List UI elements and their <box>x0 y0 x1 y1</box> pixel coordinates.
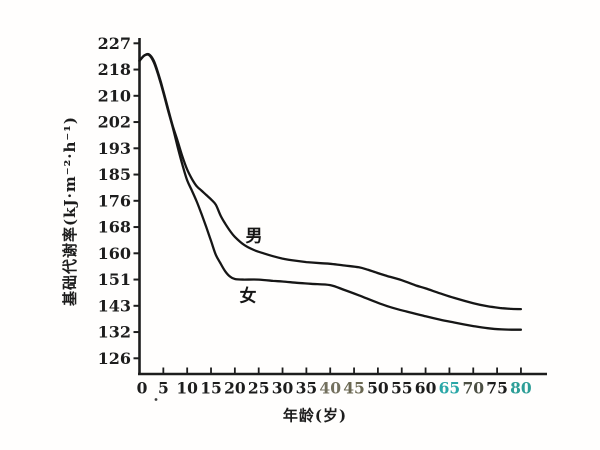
y-axis-title: 基础代谢率(kJ·m⁻²·h⁻¹) <box>61 116 79 306</box>
x-tick-label: 20 <box>224 379 246 398</box>
x-tick-label: 0 <box>137 379 148 398</box>
y-tick-label: 126 <box>98 349 131 368</box>
y-tick-label: 202 <box>98 113 131 132</box>
y-tick-label: 218 <box>98 60 131 79</box>
female-curve-label: 女 <box>239 286 257 307</box>
female-curve <box>138 53 523 331</box>
x-tick-label: 30 <box>272 379 294 398</box>
x-tick-label: 55 <box>391 379 413 398</box>
y-tick-label: 193 <box>98 139 131 158</box>
x-axis-title: 年龄(岁) <box>282 406 348 425</box>
x-tick-label: 15 <box>200 379 222 398</box>
x-tick-label: 50 <box>367 379 389 398</box>
y-tick-label: 210 <box>98 86 131 105</box>
male-curve <box>138 52 523 311</box>
x-tick-label: 80 <box>510 379 532 398</box>
y-tick-label: 185 <box>98 165 131 184</box>
x-tick-label: 45 <box>343 379 365 398</box>
male-curve-label: 男 <box>245 226 263 247</box>
x-tick-label: 70 <box>462 379 484 398</box>
x-tick-label: 25 <box>248 379 270 398</box>
x-tick-label: 35 <box>296 379 318 398</box>
scan-speck <box>154 398 158 401</box>
y-tick-label: 160 <box>98 244 131 263</box>
y-tick-label: 168 <box>98 218 131 237</box>
x-tick-label: 60 <box>415 379 437 398</box>
x-tick-label: 75 <box>486 379 508 398</box>
y-tick-label: 227 <box>98 34 131 53</box>
x-tick-label: 65 <box>439 379 461 398</box>
y-tick-label: 176 <box>98 191 131 210</box>
x-tick-label: 40 <box>319 379 341 398</box>
y-tick-label: 151 <box>98 270 131 289</box>
y-tick-label: 132 <box>98 323 131 342</box>
x-tick-label: 10 <box>176 379 198 398</box>
y-tick-label: 143 <box>98 296 131 315</box>
x-tick-label: 5 <box>158 379 169 398</box>
